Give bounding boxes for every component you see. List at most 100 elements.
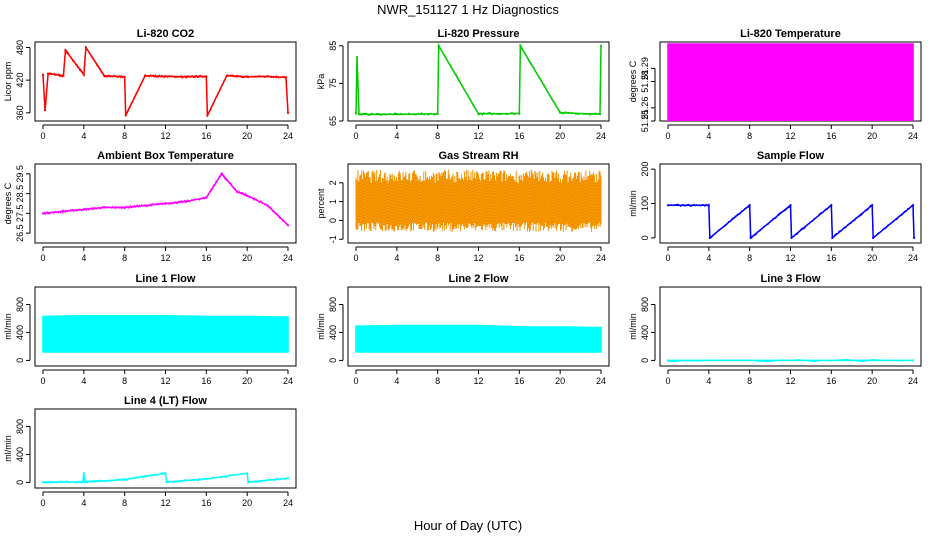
series-band-0 [667, 43, 914, 121]
x-tick-label: 20 [555, 253, 565, 263]
y-tick-label: 800 [640, 297, 650, 312]
x-tick-label: 0 [665, 376, 670, 386]
y-tick-label: -1 [328, 235, 338, 243]
y-tick-label: 480 [15, 40, 25, 55]
x-tick-label: 20 [867, 131, 877, 141]
y-tick-label: 800 [15, 419, 25, 434]
y-axis-label: ml/min [628, 313, 638, 340]
data-point [599, 44, 603, 47]
x-tick-label: 24 [908, 376, 918, 386]
x-tick-label: 8 [435, 253, 440, 263]
x-tick-label: 16 [826, 131, 836, 141]
plot-frame [347, 41, 610, 122]
data-point [789, 204, 792, 207]
y-axis-label: ml/min [316, 313, 326, 340]
y-axis-label: degrees C [628, 60, 638, 102]
x-tick-label: 24 [596, 131, 606, 141]
y-tick-label: 400 [640, 325, 650, 340]
panel-title: Li-820 Temperature [740, 28, 841, 40]
y-tick-label: 0 [328, 218, 338, 223]
x-tick-label: 12 [473, 253, 483, 263]
data-point [286, 477, 290, 480]
x-tick-label: 4 [81, 498, 86, 508]
panel-title: Gas Stream RH [438, 150, 518, 162]
series-noise-0 [355, 44, 602, 117]
series-noise-0 [667, 358, 905, 363]
x-tick-label: 4 [81, 253, 86, 263]
panel-title: Li-820 CO2 [137, 28, 194, 40]
y-tick-label: 2 [328, 180, 338, 185]
x-tick-label: 0 [40, 498, 45, 508]
x-tick-label: 24 [908, 253, 918, 263]
x-tick-label: 12 [160, 376, 170, 386]
x-tick-label: 16 [514, 376, 524, 386]
y-tick-label: 85 [328, 41, 338, 51]
y-tick-label: 200 [640, 162, 650, 177]
x-tick-label: 0 [353, 131, 358, 141]
x-tick-label: 16 [826, 253, 836, 263]
x-tick-label: 8 [122, 498, 127, 508]
y-axis-label: percent [316, 188, 326, 219]
x-tick-label: 12 [160, 498, 170, 508]
y-axis-label: Licor ppm [3, 62, 13, 102]
x-tick-label: 16 [514, 131, 524, 141]
x-tick-label: 24 [283, 131, 293, 141]
y-tick-label: 400 [15, 325, 25, 340]
x-tick-label: 12 [785, 253, 795, 263]
y-tick-label: 29.5 [15, 165, 25, 183]
data-point [912, 236, 916, 239]
x-tick-label: 12 [473, 131, 483, 141]
y-tick-label: 400 [15, 447, 25, 462]
y-tick-label: 1 [328, 199, 338, 204]
plot-frame [34, 41, 297, 122]
x-tick-label: 16 [826, 376, 836, 386]
x-tick-label: 4 [81, 131, 86, 141]
x-axis-title: Hour of Day (UTC) [413, 518, 523, 533]
y-tick-label: 51.28 [640, 70, 650, 93]
x-tick-label: 20 [242, 376, 252, 386]
x-tick-label: 0 [353, 253, 358, 263]
x-tick-label: 12 [160, 131, 170, 141]
x-tick-label: 24 [596, 376, 606, 386]
x-tick-label: 4 [394, 376, 399, 386]
x-tick-label: 16 [201, 253, 211, 263]
panel-title: Line 2 Flow [449, 273, 509, 285]
x-tick-label: 8 [122, 376, 127, 386]
y-tick-label: 800 [15, 297, 25, 312]
y-tick-label: 28.5 [15, 185, 25, 203]
series-line-0 [355, 43, 602, 116]
y-tick-label: 360 [15, 105, 25, 120]
x-tick-label: 12 [473, 376, 483, 386]
y-tick-label: 65 [328, 116, 338, 126]
y-tick-label: 26.5 [15, 224, 25, 242]
y-tick-label: 75 [328, 78, 338, 88]
x-tick-label: 8 [435, 376, 440, 386]
plot-frame [34, 408, 297, 489]
y-axis-label: ml/min [628, 190, 638, 217]
x-tick-label: 24 [908, 131, 918, 141]
panel-title: Sample Flow [757, 150, 825, 162]
plot-frame [34, 286, 297, 367]
plot-frame [347, 163, 610, 244]
y-axis-label: kPa [316, 74, 326, 90]
y-axis-label: ml/min [3, 435, 13, 462]
y-tick-label: 27.5 [15, 205, 25, 223]
x-tick-label: 4 [706, 376, 711, 386]
x-tick-label: 24 [283, 253, 293, 263]
y-axis-label: degrees C [3, 182, 13, 224]
data-point [355, 55, 359, 59]
panel-title: Line 1 Flow [136, 273, 196, 285]
x-tick-label: 4 [706, 253, 711, 263]
y-tick-label: 420 [15, 73, 25, 88]
x-tick-label: 8 [435, 131, 440, 141]
data-point [911, 359, 915, 362]
x-tick-label: 4 [394, 253, 399, 263]
y-tick-label: 51.25 [640, 110, 650, 133]
x-tick-label: 20 [555, 376, 565, 386]
x-tick-label: 24 [283, 498, 293, 508]
